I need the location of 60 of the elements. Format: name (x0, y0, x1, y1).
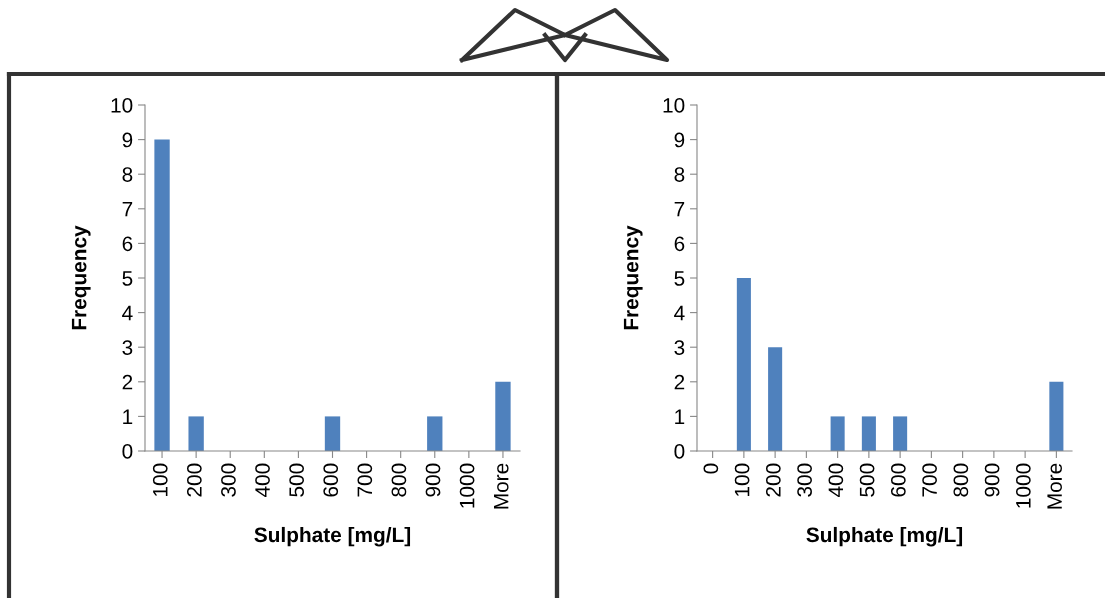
bar (188, 416, 204, 451)
x-tick-label: 100 (734, 463, 750, 496)
y-tick-label: 2 (674, 374, 685, 390)
x-tick-label: 800 (953, 463, 969, 497)
x-tick-label: 500 (289, 463, 304, 497)
y-tick-label: 4 (122, 305, 133, 321)
x-tick-label: 400 (828, 463, 844, 498)
x-tick-label: 200 (186, 463, 202, 497)
y-tick-label: 9 (122, 132, 133, 148)
x-axis-title: Sulphate [mg/L] (254, 526, 411, 547)
bar (1049, 381, 1064, 451)
x-tick-label: 1000 (459, 463, 475, 508)
bar (768, 347, 783, 451)
y-tick-label: 6 (122, 236, 133, 252)
bar (495, 381, 511, 451)
x-tick-label: 500 (859, 463, 875, 497)
x-tick-label: 800 (391, 463, 407, 497)
y-tick-label: 5 (122, 271, 133, 286)
y-tick-label: 0 (122, 444, 133, 459)
x-tick-label: 100 (152, 463, 168, 496)
x-tick-label: 400 (255, 463, 270, 498)
y-axis-title: Frequency (623, 225, 643, 330)
y-tick-label: 10 (663, 98, 685, 113)
y-tick-label: 8 (674, 167, 685, 182)
x-tick-label: 300 (797, 463, 812, 497)
y-tick-label: 3 (122, 340, 133, 355)
x-tick-label: 600 (890, 463, 906, 497)
y-tick-label: 8 (122, 167, 133, 182)
x-tick-label: 200 (765, 463, 781, 497)
bar (893, 416, 908, 451)
bar (154, 139, 170, 451)
x-tick-label: 700 (357, 463, 373, 497)
bar (324, 416, 341, 451)
y-tick-label: 0 (674, 444, 685, 459)
x-tick-label: 700 (922, 463, 937, 497)
x-tick-label: 0 (703, 463, 719, 474)
bar (736, 278, 751, 451)
y-axis-title: Frequency (71, 225, 91, 330)
y-tick-label: 1 (123, 409, 133, 424)
x-tick-label: 900 (984, 463, 1000, 497)
x-tick-label: 900 (425, 463, 441, 497)
y-tick-label: 4 (674, 305, 685, 321)
bar (427, 416, 443, 451)
x-tick-label: 600 (323, 463, 339, 497)
x-tick-label: More (494, 463, 509, 509)
y-tick-label: 2 (122, 374, 133, 390)
x-tick-label: More (1047, 463, 1062, 509)
bar (830, 416, 845, 451)
x-tick-label: 300 (221, 463, 236, 497)
y-tick-label: 5 (674, 271, 685, 286)
y-tick-label: 1 (675, 409, 685, 424)
y-tick-label: 3 (674, 340, 685, 355)
x-tick-label: 1000 (1015, 463, 1031, 508)
y-tick-label: 10 (111, 98, 133, 113)
y-tick-label: 7 (674, 202, 685, 217)
y-tick-label: 7 (122, 202, 133, 217)
y-tick-label: 9 (674, 132, 685, 148)
x-axis-title: Sulphate [mg/L] (806, 526, 963, 547)
y-tick-label: 6 (674, 236, 685, 252)
bar (861, 416, 876, 451)
